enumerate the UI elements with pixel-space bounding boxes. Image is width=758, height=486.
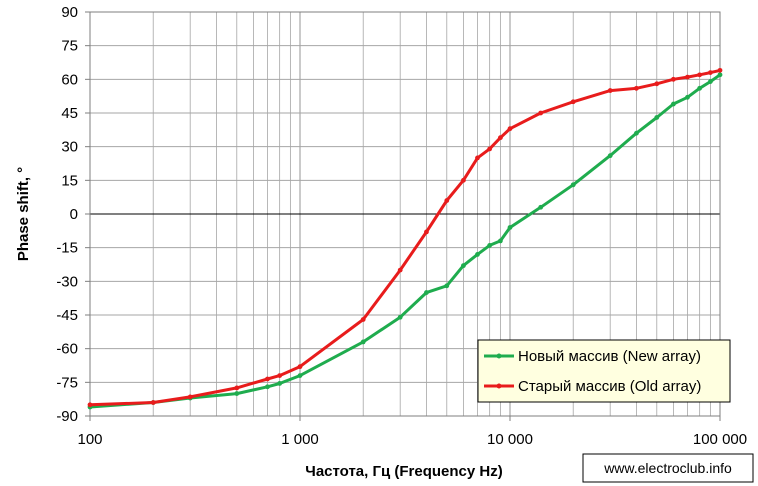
data-point-new-array — [507, 225, 513, 230]
x-tick-label: 100 000 — [693, 431, 747, 448]
data-point-new-array — [487, 243, 493, 248]
data-point-new-array — [607, 153, 613, 159]
data-point-old-array — [654, 81, 660, 87]
data-point-new-array — [265, 384, 270, 390]
data-point-old-array — [265, 376, 270, 382]
data-point-old-array — [507, 126, 513, 132]
data-point-old-array — [297, 364, 303, 370]
legend-label-old-array: Старый массив (Old array) — [518, 378, 701, 395]
data-point-old-array — [570, 99, 576, 105]
data-point-old-array — [187, 394, 193, 400]
data-point-new-array — [234, 391, 240, 396]
data-point-old-array — [717, 67, 723, 73]
y-tick-label: -15 — [56, 240, 78, 257]
legend: Новый массив (New array) Старый массив (… — [477, 339, 731, 403]
data-point-new-array — [397, 314, 403, 320]
data-point-old-array — [277, 373, 283, 378]
watermark: www.electroclub.info — [582, 453, 754, 483]
data-point-new-array — [634, 130, 639, 136]
data-point-old-array — [707, 70, 713, 75]
data-point-new-array — [461, 263, 466, 269]
y-axis-title: Phase shift, ° — [15, 167, 32, 261]
data-point-new-array — [444, 283, 450, 289]
data-point-new-array — [685, 94, 690, 100]
data-point-new-array — [360, 339, 366, 345]
data-point-old-array — [487, 146, 493, 152]
data-point-old-array — [87, 402, 93, 408]
axes: 90 75 60 45 30 15 0 -15 -30 -45 -60 -75 -90 100 1 000 1… — [56, 4, 747, 448]
y-tick-label: 75 — [61, 38, 78, 55]
data-point-new-array — [538, 204, 544, 210]
data-point-new-array — [717, 72, 723, 78]
x-tick-label: 10 000 — [487, 431, 533, 448]
legend-marker-old-array — [496, 383, 502, 389]
data-point-old-array — [444, 198, 450, 203]
data-point-old-array — [697, 72, 703, 78]
x-tick-label: 100 — [77, 431, 102, 448]
data-point-old-array — [360, 317, 366, 322]
data-point-new-array — [277, 381, 283, 386]
legend-label-new-array: Новый массив (New array) — [518, 348, 701, 365]
data-point-old-array — [607, 88, 613, 93]
y-tick-label: 45 — [61, 105, 78, 122]
legend-marker-new-array — [496, 353, 502, 359]
data-point-old-array — [234, 385, 240, 391]
data-point-new-array — [654, 115, 660, 120]
legend-box — [477, 339, 731, 403]
watermark-text: www.electroclub.info — [603, 460, 732, 476]
data-point-new-array — [697, 85, 703, 91]
data-point-old-array — [150, 400, 156, 405]
y-tick-label: 90 — [61, 4, 78, 21]
x-tick-label: 1 000 — [281, 431, 319, 448]
data-point-new-array — [424, 290, 429, 295]
watermark-box — [582, 453, 754, 483]
y-tick-label: -75 — [56, 374, 78, 391]
data-point-old-array — [634, 85, 639, 91]
data-point-new-array — [475, 252, 480, 257]
y-tick-label: -60 — [56, 341, 78, 358]
data-point-new-array — [671, 101, 676, 107]
y-tick-label: 0 — [70, 206, 78, 223]
data-point-old-array — [461, 177, 466, 183]
y-tick-label: -45 — [56, 307, 78, 324]
data-point-old-array — [424, 229, 429, 235]
y-tick-label: 60 — [61, 71, 78, 88]
y-tick-label: -30 — [56, 273, 78, 290]
data-point-old-array — [538, 110, 544, 116]
data-point-old-array — [685, 74, 690, 80]
data-point-old-array — [671, 76, 676, 82]
x-axis-title: Частота, Гц (Frequency Hz) — [305, 463, 502, 480]
y-tick-label: 15 — [61, 172, 78, 189]
y-tick-label: -90 — [56, 408, 78, 425]
series-group — [87, 67, 723, 410]
data-point-old-array — [475, 155, 480, 161]
y-tick-label: 30 — [61, 139, 78, 156]
data-point-old-array — [397, 267, 403, 273]
data-point-old-array — [497, 135, 503, 141]
data-point-new-array — [707, 79, 713, 84]
data-point-new-array — [497, 238, 503, 244]
data-point-new-array — [297, 373, 303, 378]
data-point-new-array — [570, 182, 576, 188]
